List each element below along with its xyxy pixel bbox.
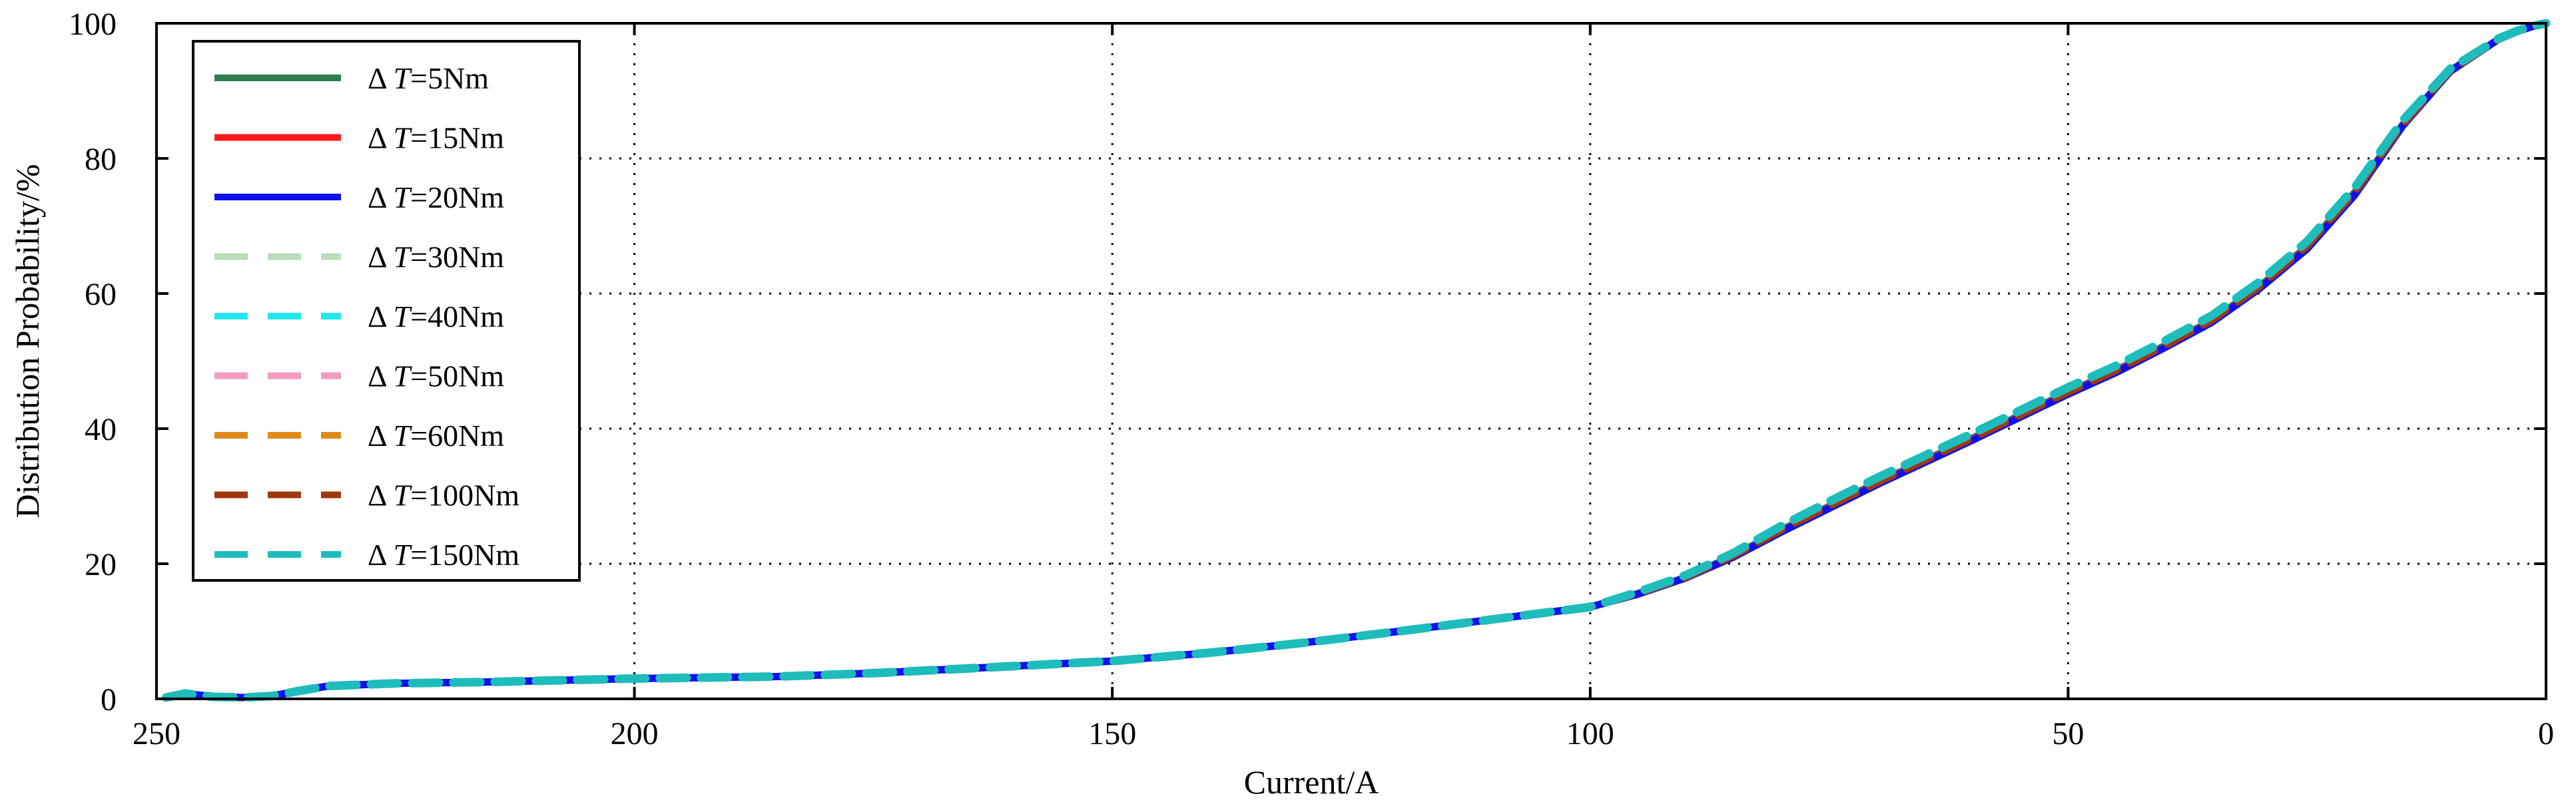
- y-tick-label: 100: [69, 7, 117, 42]
- legend-label-7: Δ T=100Nm: [368, 479, 519, 512]
- x-tick-label: 250: [133, 716, 180, 751]
- x-axis-label: Current/A: [1244, 763, 1379, 801]
- legend-label-6: Δ T=60Nm: [368, 419, 504, 453]
- y-tick-label: 20: [85, 547, 117, 582]
- legend-label-0: Δ T=5Nm: [368, 61, 489, 95]
- x-tick-label: 200: [611, 716, 659, 751]
- y-tick-label: 0: [101, 682, 117, 717]
- series-layer: [161, 19, 2551, 702]
- legend-label-2: Δ T=20Nm: [368, 180, 504, 214]
- y-tick-label: 60: [85, 277, 117, 312]
- x-tick-label: 100: [1566, 716, 1614, 751]
- y-axis-label: Distribution Probability/%: [9, 164, 46, 518]
- x-tick-label: 50: [2052, 716, 2084, 751]
- plot-frame: [155, 22, 2547, 700]
- legend-label-1: Δ T=15Nm: [368, 121, 504, 155]
- legend-layer: Δ T=5Nm Δ T=15Nm Δ T=20Nm Δ T=30Nm Δ T=40Nm Δ…: [192, 40, 581, 582]
- grid-layer: [579, 23, 2546, 699]
- y-tick-label: 80: [85, 142, 117, 177]
- legend-box: [192, 40, 581, 582]
- axis-layer: 250 200 150 100 50 0 0 20 40 60 80 100 Current/A Dist…: [9, 7, 2554, 801]
- y-tick-label: 40: [85, 412, 117, 447]
- series-line-8: [161, 19, 2551, 702]
- x-tick-label: 150: [1088, 716, 1136, 751]
- legend-label-3: Δ T=30Nm: [368, 240, 504, 274]
- legend-label-4: Δ T=40Nm: [368, 300, 504, 333]
- legend-label-5: Δ T=50Nm: [368, 359, 504, 393]
- legend-label-8: Δ T=150Nm: [368, 538, 519, 572]
- x-tick-label: 0: [2538, 716, 2554, 751]
